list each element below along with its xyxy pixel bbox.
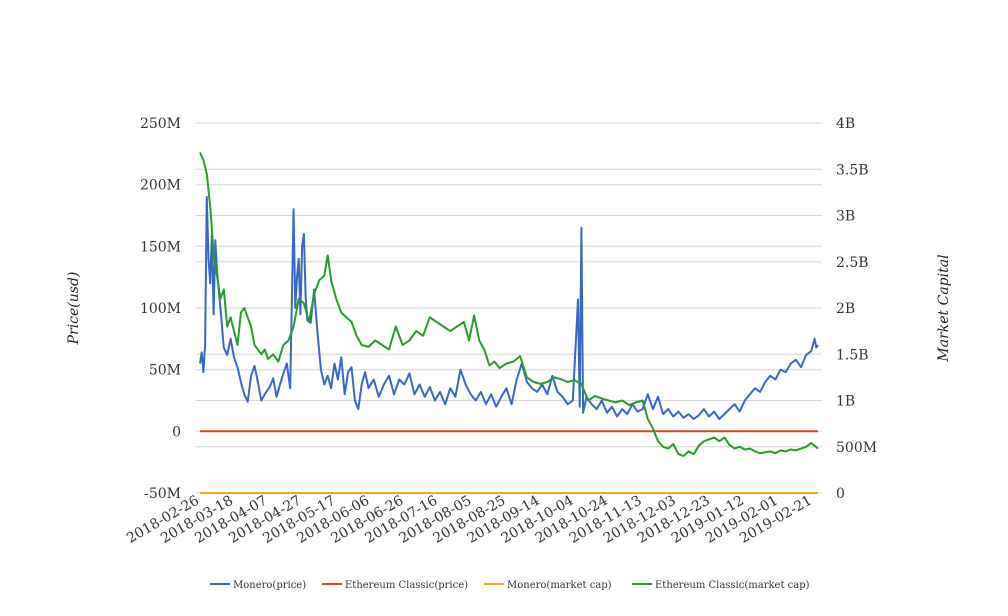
y-tick-label-right: 2B (836, 301, 855, 317)
legend-label: Ethereum Classic(market cap) (655, 580, 810, 591)
series-line-3 (199, 152, 819, 457)
y-tick-label-right: 2.5B (836, 255, 869, 271)
y-tick-label-left: 50M (149, 363, 181, 379)
legend: Monero(price) Ethereum Classic(price) Mone… (210, 580, 810, 591)
left-axis-ticks: -50M 0 50M 100M 150M 200M 250M (140, 116, 181, 502)
y-tick-label-right: 1.5B (836, 347, 869, 363)
y-tick-label-left: 0 (172, 424, 181, 440)
series-line-0 (199, 196, 819, 420)
y-tick-label-left: 200M (140, 178, 181, 194)
series-layer (199, 152, 819, 494)
y-tick-label-left: -50M (144, 486, 181, 502)
y-tick-label-left: 250M (140, 116, 181, 132)
y-tick-label-left: 100M (140, 301, 181, 317)
y-tick-label-right: 500M (836, 440, 877, 456)
y-tick-label-right: 4B (836, 116, 855, 132)
legend-label: Ethereum Classic(price) (345, 580, 468, 591)
right-axis-ticks: 0 500M 1B 1.5B 2B 2.5B 3B 3.5B 4B (836, 116, 877, 502)
y-tick-label-right: 3B (836, 209, 855, 225)
legend-label: Monero(market cap) (507, 580, 612, 591)
y-tick-label-right: 3.5B (836, 162, 869, 178)
x-axis-ticks: 2018-02-262018-03-182018-04-072018-04-27… (124, 493, 815, 547)
y-tick-label-right: 0 (836, 486, 845, 502)
y-tick-label-right: 1B (836, 394, 855, 410)
y-axis-label-left: Price(usd) (66, 272, 82, 346)
grid-lines (196, 122, 822, 494)
legend-label: Monero(price) (233, 580, 306, 591)
y-tick-label-left: 150M (140, 239, 181, 255)
y-axis-label-right: Market Capital (936, 254, 952, 362)
